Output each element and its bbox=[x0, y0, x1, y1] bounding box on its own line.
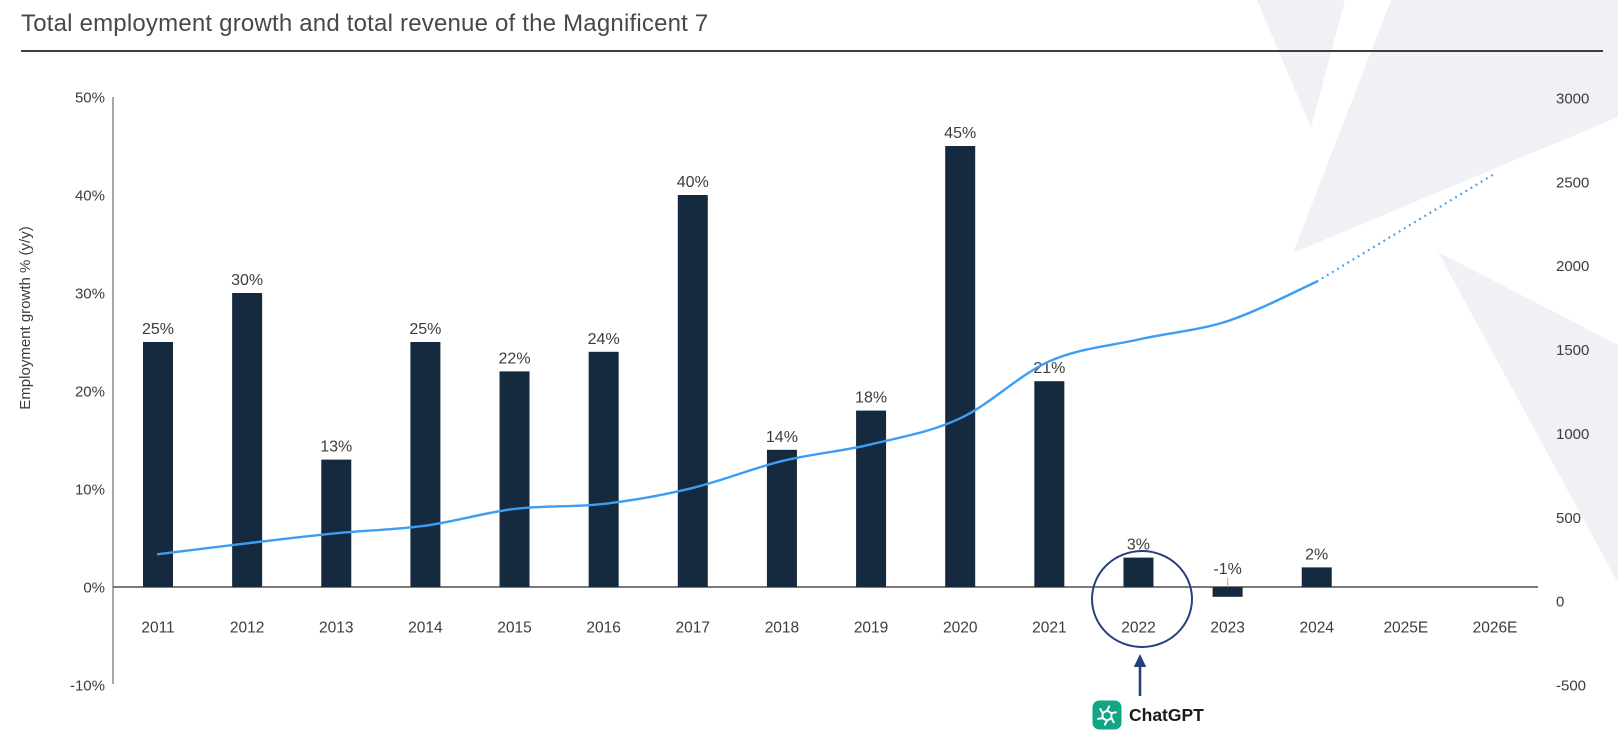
chatgpt-label: ChatGPT bbox=[1129, 705, 1204, 725]
left-axis-tick: -10% bbox=[70, 678, 105, 695]
bar-2013 bbox=[321, 459, 352, 587]
x-axis-label-2018: 2018 bbox=[765, 620, 799, 637]
x-axis-label-2012: 2012 bbox=[230, 620, 264, 637]
bar-2020 bbox=[945, 146, 976, 587]
watermark-shape-3 bbox=[1438, 252, 1618, 583]
right-axis-tick: 0 bbox=[1556, 594, 1564, 611]
bar-2014 bbox=[410, 342, 441, 587]
bar-value-label-2017: 40% bbox=[677, 174, 709, 191]
bar-value-label-2013: 13% bbox=[320, 439, 352, 456]
revenue-line-solid bbox=[156, 280, 1318, 556]
left-axis-tick: 10% bbox=[75, 482, 105, 499]
bar-value-label-2015: 22% bbox=[499, 350, 531, 367]
right-axis-tick: 2500 bbox=[1556, 174, 1589, 191]
watermark-shape-1 bbox=[1257, 0, 1345, 128]
x-axis-label-2026E: 2026E bbox=[1473, 620, 1518, 637]
x-axis-label-2023: 2023 bbox=[1210, 620, 1244, 637]
x-axis-label-2021: 2021 bbox=[1032, 620, 1066, 637]
up-arrow-icon bbox=[1133, 654, 1147, 696]
watermark-shape-2 bbox=[1293, 0, 1618, 253]
bar-2015 bbox=[499, 371, 530, 587]
x-axis-label-2013: 2013 bbox=[319, 620, 353, 637]
bar-2012 bbox=[232, 293, 263, 587]
bar-value-label-2022: 3% bbox=[1127, 537, 1150, 554]
bar-2023 bbox=[1212, 587, 1243, 597]
bar-2018 bbox=[766, 449, 797, 587]
x-axis-label-2017: 2017 bbox=[676, 620, 710, 637]
bar-value-label-2020: 45% bbox=[944, 125, 976, 142]
x-axis-label-2024: 2024 bbox=[1299, 620, 1334, 637]
chart-title: Total employment growth and total revenu… bbox=[21, 10, 709, 37]
bar-2024 bbox=[1301, 567, 1332, 587]
bar-2016 bbox=[588, 351, 619, 587]
chatgpt-annotation-circle bbox=[1091, 550, 1193, 648]
left-axis-tick: 20% bbox=[75, 384, 105, 401]
x-axis-label-2025E: 2025E bbox=[1383, 620, 1428, 637]
bar-2019 bbox=[856, 410, 887, 587]
x-axis-label-2011: 2011 bbox=[141, 620, 174, 637]
bar-value-label-2021: 21% bbox=[1033, 360, 1065, 377]
right-axis-tick: 1000 bbox=[1556, 426, 1589, 443]
chatgpt-logo-icon bbox=[1092, 700, 1122, 730]
bar-value-label-2012: 30% bbox=[231, 272, 263, 289]
x-axis-label-2020: 2020 bbox=[943, 620, 978, 637]
revenue-line-projected bbox=[1316, 172, 1496, 283]
left-axis-title: Employment growth % (y/y) bbox=[17, 226, 34, 409]
right-axis-tick: 500 bbox=[1556, 510, 1581, 527]
bar-value-label-2019: 18% bbox=[855, 390, 887, 407]
bar-value-label-2014: 25% bbox=[409, 321, 441, 338]
bar-2017 bbox=[677, 195, 708, 587]
bar-value-label-2024: 2% bbox=[1305, 546, 1328, 563]
right-axis-tick: 2000 bbox=[1556, 258, 1589, 275]
x-axis-label-2016: 2016 bbox=[586, 620, 620, 637]
bar-2011 bbox=[143, 342, 173, 587]
title-underline bbox=[21, 50, 1603, 52]
right-axis-tick: -500 bbox=[1556, 678, 1586, 695]
left-axis-tick: 0% bbox=[83, 580, 105, 597]
x-axis-label-2015: 2015 bbox=[497, 620, 531, 637]
bar-value-label-2011: 25% bbox=[142, 321, 174, 338]
bar-value-label-2016: 24% bbox=[588, 331, 620, 348]
left-axis-tick: 50% bbox=[75, 90, 105, 107]
right-axis-tick: 3000 bbox=[1556, 91, 1589, 108]
left-axis-tick: 30% bbox=[75, 286, 105, 303]
x-axis-label-2019: 2019 bbox=[854, 620, 888, 637]
x-axis-label-2014: 2014 bbox=[408, 620, 443, 637]
bar-value-label-2023: -1% bbox=[1213, 561, 1241, 578]
left-axis-tick: 40% bbox=[75, 188, 105, 205]
right-axis-tick: 1500 bbox=[1556, 342, 1589, 359]
bar-value-label-2018: 14% bbox=[766, 429, 798, 446]
bar-2021 bbox=[1034, 381, 1065, 587]
